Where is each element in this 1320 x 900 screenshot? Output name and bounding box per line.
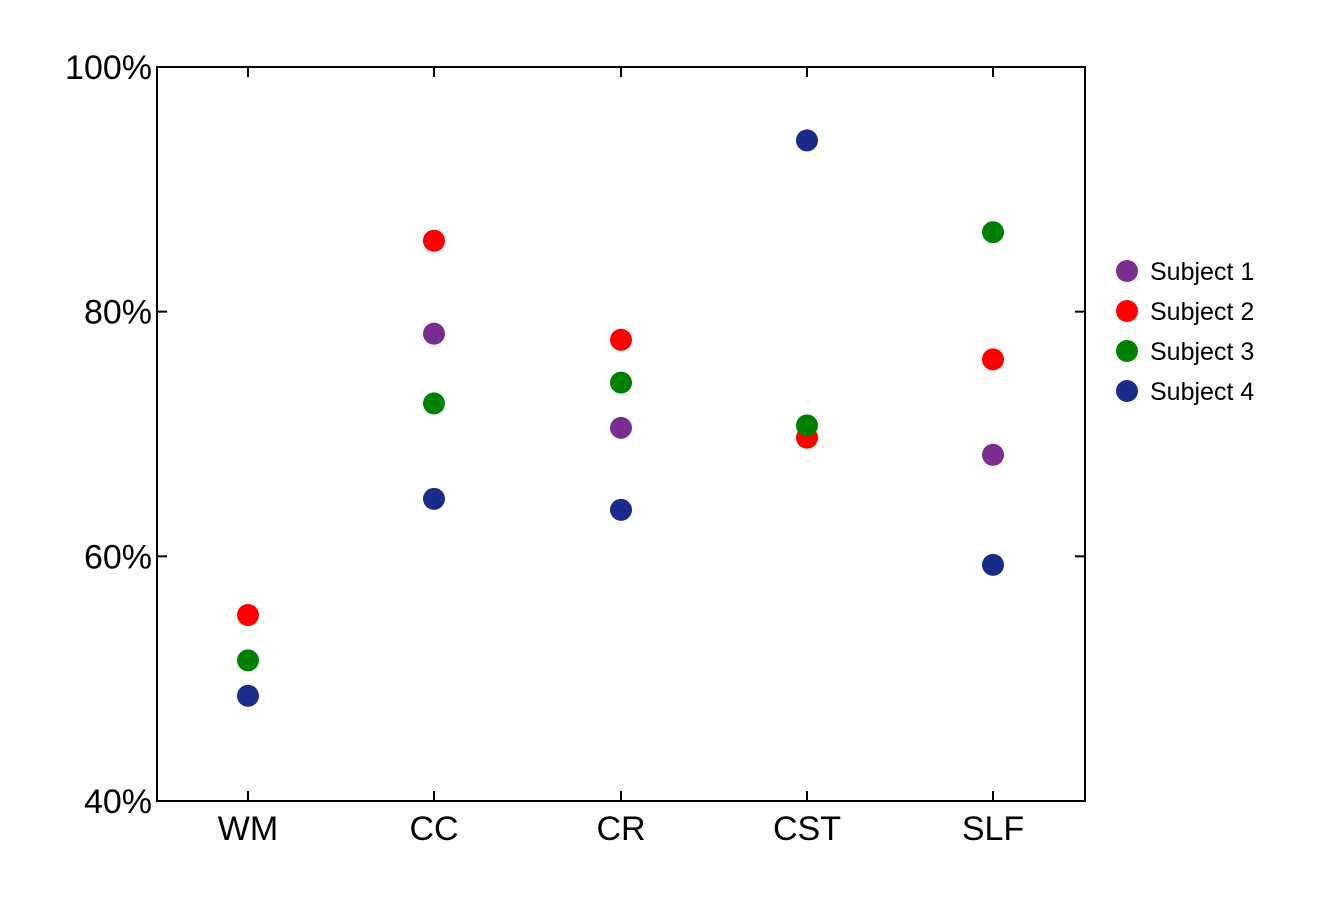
legend-marker [1116, 380, 1138, 402]
data-point-subject-4 [237, 684, 259, 707]
x-tick-label: WM [218, 810, 278, 848]
x-tick-label: CR [596, 810, 645, 848]
data-point-subject-4 [982, 553, 1004, 576]
data-point-subject-2 [423, 229, 445, 252]
y-tick-label: 100% [65, 49, 152, 87]
data-point-subject-3 [982, 221, 1004, 244]
data-point-subject-4 [796, 129, 818, 152]
data-point-subject-3 [796, 414, 818, 437]
x-axis-tick-labels: WM CC CR CST SLF [218, 810, 1024, 848]
data-point-subject-2 [237, 604, 259, 627]
legend-marker [1116, 340, 1138, 362]
x-tick-label: SLF [962, 810, 1024, 848]
legend: Subject 1 Subject 2 Subject 3 Subject 4 [1116, 258, 1254, 406]
legend-label: Subject 2 [1150, 298, 1254, 326]
data-point-subject-4 [610, 498, 632, 521]
y-tick-label: 80% [84, 294, 152, 332]
data-point-subject-3 [237, 649, 259, 672]
y-tick-label: 40% [84, 783, 152, 821]
axis-ticks [157, 66, 1085, 802]
legend-label: Subject 4 [1150, 378, 1254, 406]
data-point-subject-2 [982, 348, 1004, 371]
x-tick-label: CST [773, 810, 841, 848]
data-point-subject-3 [610, 371, 632, 394]
data-point-subject-3 [423, 392, 445, 415]
y-axis-tick-labels: 40% 60% 80% 100% [65, 49, 152, 821]
legend-marker [1116, 260, 1138, 282]
y-tick-label: 60% [84, 538, 152, 576]
data-points [237, 129, 1004, 707]
data-point-subject-1 [423, 322, 445, 345]
data-point-subject-1 [982, 443, 1004, 466]
legend-label: Subject 1 [1150, 258, 1254, 286]
legend-label: Subject 3 [1150, 338, 1254, 366]
data-point-subject-2 [610, 328, 632, 351]
x-tick-label: CC [409, 810, 458, 848]
data-point-subject-1 [610, 416, 632, 439]
data-point-subject-4 [423, 487, 445, 510]
legend-marker [1116, 300, 1138, 322]
